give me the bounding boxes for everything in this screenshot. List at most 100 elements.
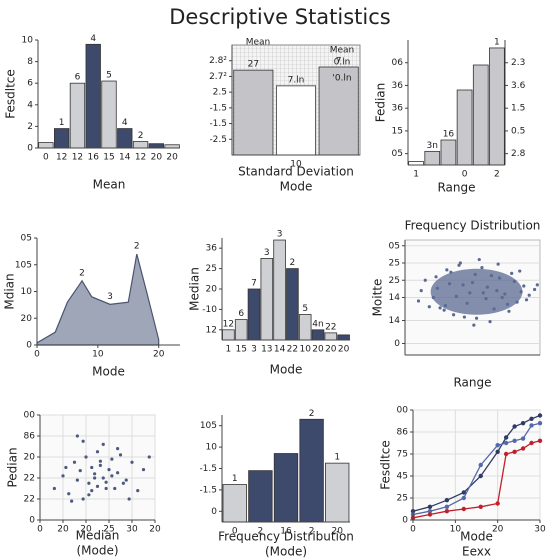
point	[435, 286, 439, 290]
x-tick-label: 0	[34, 350, 40, 360]
y-tick-label: 2.5	[213, 88, 227, 98]
point	[478, 504, 483, 509]
y-tick-label: 0	[211, 507, 217, 517]
point	[512, 449, 517, 454]
bar	[298, 314, 312, 341]
bar	[54, 128, 70, 149]
point	[116, 471, 120, 475]
bar-annotation: 2	[138, 131, 144, 141]
bar	[286, 268, 299, 341]
point	[462, 315, 466, 319]
point	[452, 313, 456, 317]
point	[520, 436, 526, 441]
x-tick-label: 25	[103, 525, 114, 535]
y-tick-label: 20	[21, 314, 33, 324]
point	[90, 489, 94, 493]
y-tick-label: 0	[26, 341, 32, 351]
x-tick-label: 14	[274, 345, 286, 355]
point	[101, 476, 105, 480]
x-tick-label: 20	[312, 345, 324, 355]
y-tick-label: 22	[24, 474, 35, 484]
bar	[148, 143, 164, 149]
point	[124, 478, 128, 482]
y-tick-label: 4	[27, 100, 33, 110]
x-tick-label: 12	[56, 153, 67, 163]
y2-tick-label: 2.3	[511, 58, 525, 68]
bar-annotation: 5	[106, 71, 112, 81]
note: 0.ln	[334, 58, 351, 68]
bar-annotation: 22	[325, 322, 336, 332]
point	[480, 266, 484, 270]
bar	[222, 329, 235, 341]
x-tick-label: 20	[331, 527, 343, 537]
point	[87, 481, 91, 485]
point	[457, 263, 461, 267]
point	[81, 497, 85, 501]
point	[113, 486, 117, 491]
point	[98, 459, 102, 463]
x-axis-label: Mode	[460, 530, 493, 544]
x-tick-label: 0	[37, 525, 43, 535]
x-tick-label: 3	[251, 345, 257, 355]
point	[519, 290, 523, 294]
bar	[117, 128, 133, 149]
y-tick-label: 10	[206, 443, 218, 453]
bar	[472, 64, 489, 166]
y-tick-label: 05	[389, 241, 400, 251]
point	[529, 416, 534, 421]
y-tick-label: 12	[206, 325, 217, 335]
point	[485, 285, 489, 289]
x-tick-label: 2	[258, 527, 264, 537]
x-tick-label: 1	[226, 345, 232, 355]
bar-annotation: 2	[309, 409, 315, 419]
x-tick-label: 20	[338, 345, 350, 355]
x-tick-label: 0	[43, 153, 49, 163]
point	[444, 498, 450, 503]
point	[503, 440, 509, 446]
y-tick-label: 2.8²	[209, 56, 227, 66]
area	[36, 253, 160, 346]
bar	[325, 462, 350, 523]
point	[496, 262, 500, 266]
point	[484, 297, 488, 301]
y-tick-label: -1.5	[209, 103, 227, 113]
point	[427, 504, 433, 509]
bar	[275, 85, 317, 156]
bar-annotation: 1	[334, 453, 340, 463]
point	[444, 504, 450, 509]
point	[61, 474, 65, 478]
y-tick-label: 36	[392, 104, 404, 114]
plot-background	[39, 414, 156, 521]
point-annotation: 3	[107, 292, 113, 302]
y-axis-label: Fesdltce	[379, 440, 393, 490]
y-tick-label: 2	[27, 122, 33, 132]
bar-annotation: 1	[232, 474, 238, 484]
x-tick-label: 20	[149, 525, 161, 535]
point	[90, 465, 94, 470]
y-tick-label: 105	[15, 260, 32, 270]
y-tick-label: -10	[202, 305, 217, 315]
x-tick-label: 10	[450, 525, 462, 535]
point	[95, 484, 100, 488]
bar-annotation: 7	[336, 57, 342, 67]
point	[127, 497, 131, 501]
x-tick-label: 0	[232, 527, 238, 537]
point	[416, 299, 421, 303]
point	[507, 309, 511, 313]
bar-annotation: 7.ln	[288, 75, 305, 85]
x-tick-label: 10	[92, 350, 104, 360]
point	[147, 455, 151, 459]
point	[503, 451, 509, 457]
point	[533, 287, 537, 292]
bar	[222, 484, 247, 523]
x-axis-label: Mode	[270, 363, 303, 377]
y-tick-label: -1.5	[209, 119, 227, 129]
point	[110, 457, 114, 461]
point	[506, 302, 510, 306]
point	[495, 443, 500, 448]
point	[515, 300, 519, 304]
y2-tick-label: 0.5	[511, 126, 525, 136]
x-axis-label: Frequency Distribution	[218, 530, 354, 544]
y-tick-label: 25	[397, 494, 408, 504]
